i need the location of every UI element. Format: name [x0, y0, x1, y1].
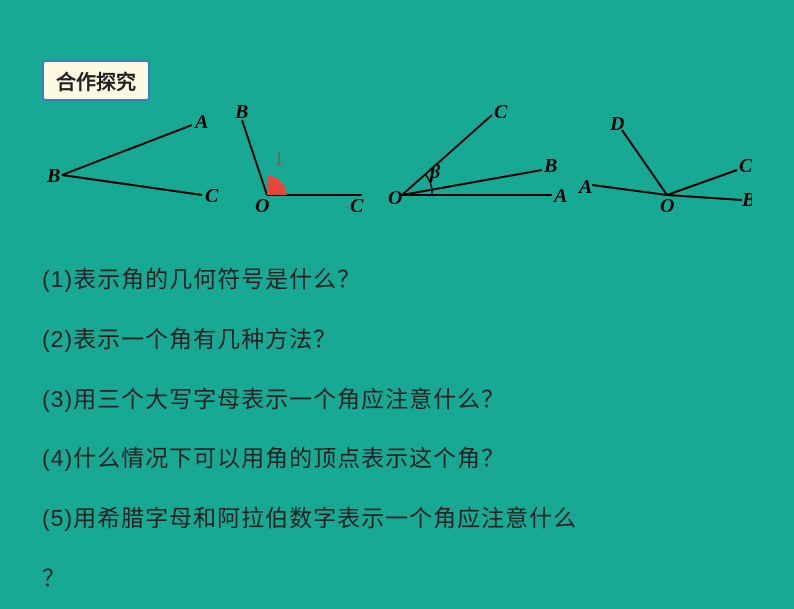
d4-label-B: B — [741, 189, 752, 211]
question-5: (5)用希腊字母和阿拉伯数字表示一个角应注意什么 — [42, 489, 752, 549]
d4-label-D: D — [609, 113, 624, 135]
d1-label-B: B — [46, 165, 60, 187]
diagrams-container: A B C B O C 1 O A B C β — [42, 100, 752, 220]
d1-label-A: A — [193, 111, 208, 133]
d2-label-B: B — [234, 101, 248, 123]
d3-label-beta: β — [429, 161, 441, 183]
question-6: ？ — [42, 549, 752, 609]
question-4: (4)什么情况下可以用角的顶点表示这个角？ — [42, 429, 752, 489]
diagram-4: A B C D O — [577, 113, 752, 217]
d4-label-A: A — [577, 176, 592, 198]
d2-label-1: 1 — [274, 148, 284, 170]
d3-label-C: C — [494, 101, 508, 123]
d3-label-B: B — [543, 155, 557, 177]
questions-list: (1)表示角的几何符号是什么？ (2)表示一个角有几种方法？ (3)用三个大写字… — [42, 250, 752, 609]
diagram-2: B O C 1 — [234, 101, 364, 217]
d1-label-C: C — [205, 185, 219, 207]
question-2: (2)表示一个角有几种方法？ — [42, 310, 752, 370]
d2-label-O: O — [255, 195, 269, 217]
diagram-1: A B C — [46, 111, 219, 207]
question-3: (3)用三个大写字母表示一个角应注意什么？ — [42, 370, 752, 430]
d3-label-A: A — [552, 185, 567, 207]
diagrams-svg: A B C B O C 1 O A B C β — [42, 100, 752, 220]
d4-label-C: C — [739, 155, 752, 177]
d4-label-O: O — [660, 195, 674, 217]
diagram-3: O A B C β — [388, 101, 567, 209]
title-box: 合作探究 — [42, 60, 150, 101]
d2-label-C: C — [350, 195, 364, 217]
question-1: (1)表示角的几何符号是什么？ — [42, 250, 752, 310]
d3-label-O: O — [388, 187, 402, 209]
title-text: 合作探究 — [56, 72, 136, 94]
